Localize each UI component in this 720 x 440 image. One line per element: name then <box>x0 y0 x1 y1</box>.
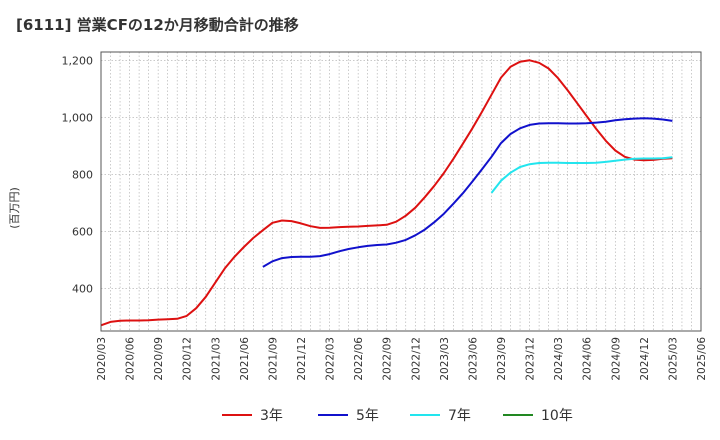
x-tick-label: 2025/03 <box>667 337 679 381</box>
legend-swatch <box>410 414 440 416</box>
chart-title: [6111] 営業CFの12か月移動合計の推移 <box>16 16 299 34</box>
x-tick-label: 2023/09 <box>496 337 508 381</box>
x-tick-label: 2022/06 <box>353 337 365 381</box>
legend-swatch <box>222 414 252 416</box>
x-tick-label: 2023/12 <box>525 337 537 381</box>
y-tick-label: 800 <box>72 168 93 181</box>
legend-item-3: 10年 <box>503 404 573 426</box>
legend-swatch <box>318 414 348 416</box>
legend-label: 10年 <box>541 408 573 424</box>
series-line-0 <box>100 59 673 327</box>
plot-frame <box>100 51 702 332</box>
legend-label: 7年 <box>448 408 471 424</box>
x-tick-label: 2020/12 <box>182 337 194 381</box>
x-tick-label: 2022/09 <box>382 337 394 381</box>
x-tick-label: 2021/12 <box>296 337 308 381</box>
y-tick-labels: 400 600 800 1,000 1,200 <box>62 55 94 296</box>
x-tick-label: 2023/03 <box>439 337 451 381</box>
x-tick-label: 2021/03 <box>210 337 222 381</box>
x-tick-label: 2020/06 <box>125 337 137 381</box>
y-tick-label: 1,200 <box>62 55 94 68</box>
x-tick-label: 2021/09 <box>267 337 279 381</box>
series-line-2 <box>490 156 673 194</box>
x-tick-label: 2024/03 <box>553 337 565 381</box>
x-tick-labels: 2020/03 2020/06 2020/09 2020/12 2021/03 2021/… <box>96 337 708 381</box>
legend-item-0: 3年 <box>222 404 283 426</box>
legend: 3年 5年 7年 10年 <box>0 400 720 430</box>
y-tick-label: 600 <box>72 225 93 238</box>
x-tick-label: 2024/06 <box>582 337 594 381</box>
legend-swatch <box>503 414 533 416</box>
legend-item-1: 5年 <box>318 404 379 426</box>
x-tick-label: 2021/06 <box>239 337 251 381</box>
legend-label: 3年 <box>260 408 283 424</box>
x-tick-label: 2020/03 <box>96 337 108 381</box>
x-tick-label: 2025/06 <box>696 337 708 381</box>
y-tick-label: 1,000 <box>62 111 94 124</box>
x-tick-label: 2022/12 <box>410 337 422 381</box>
series-lines <box>100 59 673 327</box>
y-tick-label: 400 <box>72 282 93 295</box>
x-tick-label: 2024/09 <box>610 337 622 381</box>
legend-label: 5年 <box>356 408 379 424</box>
x-tick-label: 2024/12 <box>639 337 651 381</box>
grid-lines <box>100 52 702 331</box>
x-tick-label: 2023/06 <box>467 337 479 381</box>
series-line-1 <box>262 117 673 268</box>
x-tick-label: 2022/03 <box>325 337 337 381</box>
x-tick-label: 2020/09 <box>153 337 165 381</box>
legend-item-2: 7年 <box>410 404 471 426</box>
